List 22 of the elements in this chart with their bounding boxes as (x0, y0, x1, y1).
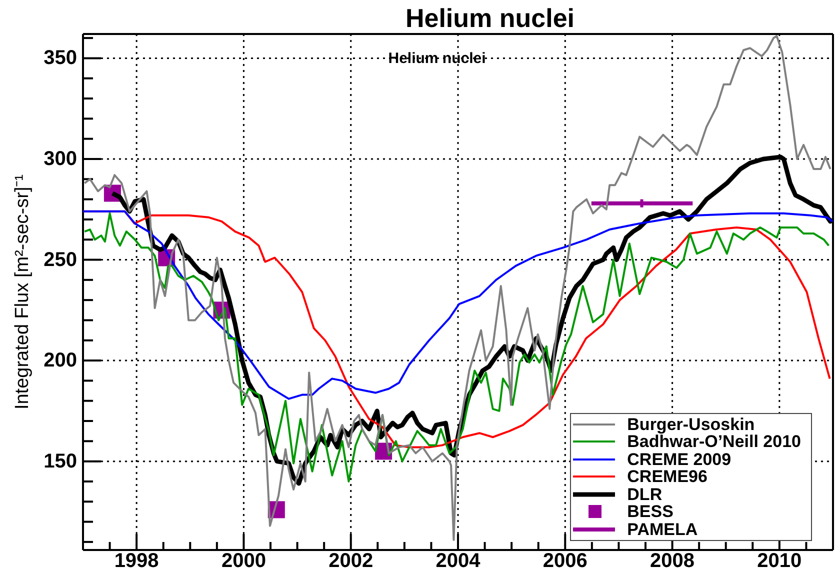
x-tick-label: 2006 (542, 550, 588, 572)
line-series (83, 210, 833, 400)
x-tick-label: 2004 (436, 550, 482, 572)
y-tick-label: 200 (44, 350, 77, 372)
y-tick-label: 250 (44, 248, 77, 271)
x-tick-label: 1998 (114, 550, 159, 572)
legend-label: Badhwar-O’Neill 2010 (627, 432, 801, 452)
legend-label: CREME 2009 (627, 450, 732, 469)
x-tick-label: 2010 (757, 550, 802, 572)
y-axis-title: Integrated Flux [m²-sec-sr]⁻¹ (12, 174, 32, 410)
y-tick-label: 150 (44, 450, 77, 472)
legend-label: Burger-Usoskin (627, 414, 755, 434)
x-tick-label: 2002 (328, 550, 374, 572)
y-tick-label: 300 (44, 148, 77, 170)
y-tick-label: 350 (44, 47, 77, 70)
chart-title: Helium nuclei (405, 3, 575, 33)
x-tick-label: 2000 (221, 550, 266, 572)
legend-label: DLR (627, 484, 662, 504)
x-tick-label: 2008 (650, 550, 695, 572)
legend-label: BESS (627, 502, 674, 522)
legend-label: PAMELA (627, 520, 698, 539)
legend-label: CREME96 (627, 467, 708, 486)
